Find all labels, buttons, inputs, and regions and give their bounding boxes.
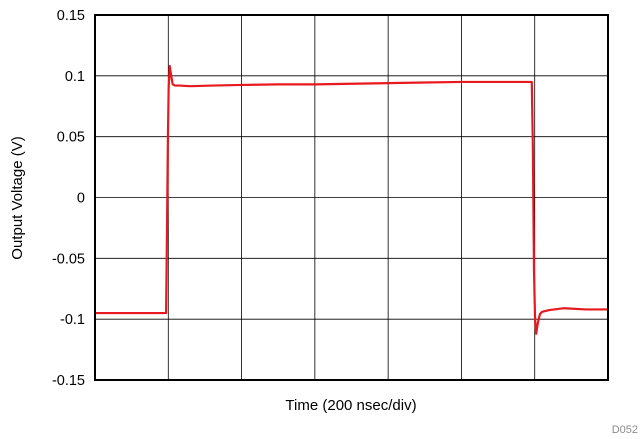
- y-axis-title: Output Voltage (V): [9, 136, 26, 259]
- series-line: [95, 64, 608, 335]
- y-tick-label: 0.15: [57, 8, 85, 24]
- series-layer: [95, 64, 608, 335]
- grid-lines: [95, 15, 608, 380]
- y-tick-label: -0.1: [60, 312, 85, 328]
- y-tick-label: 0.1: [65, 69, 85, 85]
- figure-id: D052: [612, 424, 638, 436]
- y-tick-labels: -0.15 -0.1 -0.05 0 0.05 0.1 0.15: [52, 8, 85, 389]
- y-tick-label: -0.05: [52, 251, 85, 267]
- x-axis-title: Time (200 nsec/div): [285, 397, 416, 414]
- plot-frame: [94, 14, 609, 381]
- y-tick-label: -0.15: [52, 373, 85, 389]
- y-tick-label: 0: [77, 191, 85, 207]
- y-tick-label: 0.05: [57, 130, 85, 146]
